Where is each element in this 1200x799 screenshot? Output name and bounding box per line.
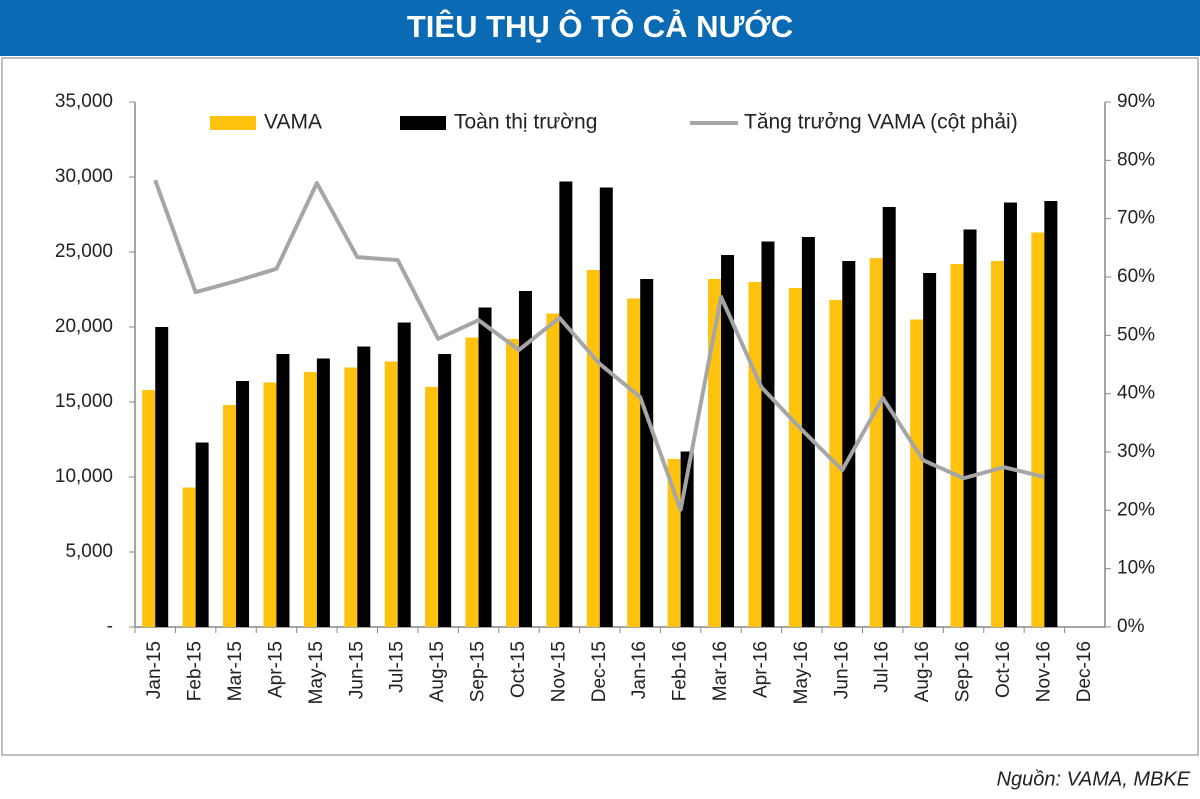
- x-tick-label: Jun-15: [346, 641, 367, 699]
- x-tick-label: Aug-16: [912, 641, 933, 702]
- chart-frame: [1, 57, 1199, 756]
- bar: [869, 258, 883, 627]
- y-tick-label: 30,000: [55, 166, 113, 187]
- legend-swatch: [210, 116, 256, 130]
- x-tick-label: Apr-16: [750, 641, 771, 698]
- bar: [761, 241, 775, 627]
- growth-line: [153, 179, 1045, 512]
- bar: [748, 282, 762, 627]
- bar: [842, 261, 856, 627]
- source-note: Nguồn: VAMA, MBKE: [997, 768, 1191, 790]
- y2-tick-label: 10%: [1117, 558, 1155, 579]
- bar: [182, 487, 196, 627]
- x-tick-label: Dec-16: [1074, 641, 1095, 702]
- bar: [1031, 232, 1045, 627]
- y-tick-label: 20,000: [55, 316, 113, 337]
- x-tick-label: Oct-16: [993, 641, 1014, 698]
- y2-tick-label: 40%: [1117, 383, 1155, 404]
- legend-swatch: [400, 116, 446, 130]
- legend-label: Tăng trưởng VAMA (cột phải): [744, 111, 1018, 134]
- y2-tick-label: 0%: [1117, 616, 1145, 637]
- y2-tick-label: 60%: [1117, 266, 1155, 287]
- x-tick-label: Jul-16: [872, 641, 893, 693]
- bar: [505, 339, 519, 627]
- bar: [263, 382, 277, 627]
- bar: [546, 313, 560, 627]
- y-tick-label: 15,000: [55, 391, 113, 412]
- bar: [384, 361, 398, 627]
- x-tick-label: Aug-15: [427, 641, 448, 702]
- bar: [236, 381, 250, 627]
- bar: [950, 264, 964, 627]
- bar: [788, 288, 802, 627]
- y-tick-label: -: [107, 616, 113, 637]
- y-tick-label: 5,000: [65, 541, 113, 562]
- bar: [708, 279, 722, 627]
- x-tick-label: Jun-16: [831, 641, 852, 699]
- legend-label: Toàn thị trường: [454, 111, 597, 134]
- bar: [923, 273, 937, 627]
- bar: [963, 229, 977, 627]
- legend-label: VAMA: [264, 111, 322, 134]
- bar: [559, 181, 573, 627]
- bar: [586, 270, 600, 627]
- title-banner: [0, 0, 1200, 56]
- x-tick-label: Jan-15: [144, 641, 165, 699]
- bar: [276, 354, 290, 627]
- bar: [425, 387, 439, 627]
- bar: [465, 337, 479, 627]
- chart-title: TIÊU THỤ Ô TÔ CẢ NƯỚC: [407, 8, 793, 44]
- bar: [518, 291, 532, 627]
- x-tick-label: Sep-15: [468, 641, 489, 702]
- bar: [223, 405, 237, 627]
- bar: [882, 207, 896, 627]
- x-tick-label: Jan-16: [629, 641, 650, 699]
- y2-tick-label: 90%: [1117, 91, 1155, 112]
- bar: [155, 327, 169, 627]
- y-tick-label: 35,000: [55, 91, 113, 112]
- bar: [142, 390, 156, 627]
- bar: [721, 255, 735, 627]
- x-tick-label: Dec-15: [589, 641, 610, 702]
- x-tick-label: Feb-15: [185, 641, 206, 701]
- y2-tick-label: 80%: [1117, 149, 1155, 170]
- y-tick-label: 25,000: [55, 241, 113, 262]
- bar: [910, 319, 924, 627]
- bar: [599, 187, 613, 627]
- bar: [344, 367, 358, 627]
- bar: [195, 442, 209, 627]
- x-tick-label: Jul-15: [387, 641, 408, 693]
- x-tick-label: Feb-16: [670, 641, 691, 701]
- x-tick-label: Apr-15: [265, 641, 286, 698]
- x-tick-label: Mar-16: [710, 641, 731, 701]
- bar: [316, 358, 330, 627]
- bar: [397, 322, 411, 627]
- x-tick-label: Nov-16: [1033, 641, 1054, 702]
- y2-tick-label: 20%: [1117, 499, 1155, 520]
- x-tick-label: Oct-15: [508, 641, 529, 698]
- bar: [357, 346, 371, 627]
- x-tick-label: Nov-15: [548, 641, 569, 702]
- bar: [990, 261, 1004, 627]
- y2-tick-label: 70%: [1117, 208, 1155, 229]
- x-tick-label: May-15: [306, 641, 327, 704]
- bar: [303, 372, 317, 627]
- bar: [1044, 201, 1058, 627]
- bar: [478, 307, 492, 627]
- y-tick-label: 10,000: [55, 466, 113, 487]
- bar: [640, 279, 654, 627]
- bar: [1003, 202, 1017, 627]
- y2-tick-label: 30%: [1117, 441, 1155, 462]
- x-tick-label: Sep-16: [953, 641, 974, 702]
- x-tick-label: May-16: [791, 641, 812, 704]
- x-tick-label: Mar-15: [225, 641, 246, 701]
- bar: [801, 237, 815, 627]
- bar: [438, 354, 452, 627]
- y2-tick-label: 50%: [1117, 324, 1155, 345]
- bar: [627, 298, 641, 627]
